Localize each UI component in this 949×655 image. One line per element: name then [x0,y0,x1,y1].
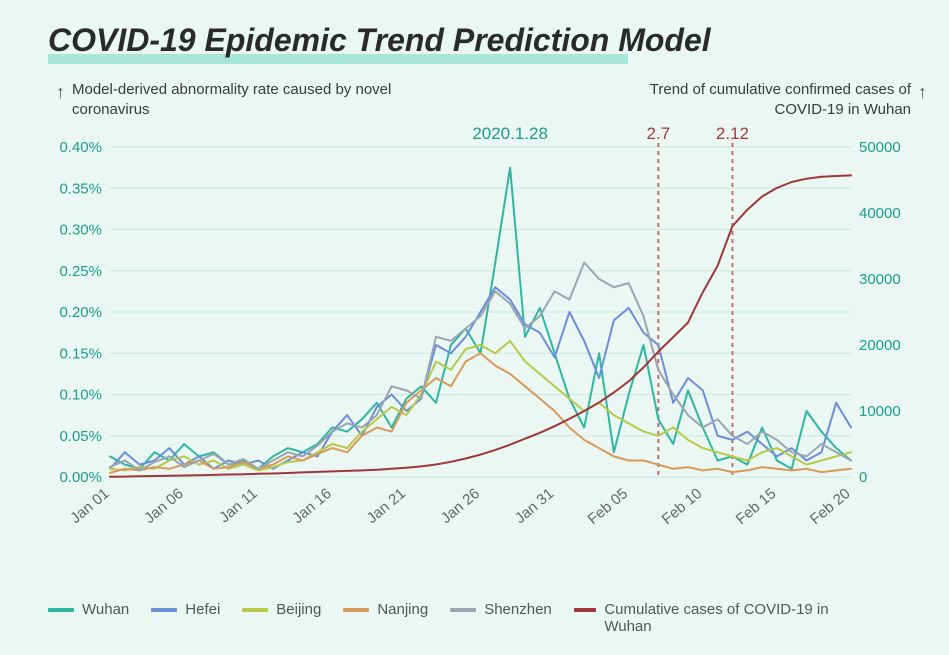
legend-swatch [574,608,597,612]
legend-label: Shenzhen [484,601,552,618]
y-left-tick: 0.40% [59,139,102,156]
x-tick: Feb 15 [733,485,780,528]
y-left-tick: 0.30% [59,222,102,239]
x-tick: Feb 20 [807,485,854,528]
legend-swatch [242,608,268,612]
legend-item: Cumulative cases of COVID-19 in Wuhan [574,601,844,635]
y-left-tick: 0.00% [59,469,102,486]
y-right-tick: 50000 [859,139,901,156]
legend: Wuhan Hefei Beijing Nanjing Shenzhen Cumulati… [48,601,919,635]
series-line [110,341,851,471]
y-left-tick: 0.05% [59,428,102,445]
legend-item: Nanjing [343,601,428,618]
legend-item: Wuhan [48,601,129,618]
y-right-tick: 0 [859,469,867,486]
x-tick: Jan 06 [141,485,186,527]
y-right-tick: 10000 [859,403,901,420]
legend-label: Hefei [185,601,220,618]
x-tick: Jan 31 [512,485,557,527]
x-tick: Feb 10 [659,485,706,528]
subtitle-right: Trend of cumulative confirmed cases of C… [611,80,911,119]
series-line [110,175,851,476]
legend-swatch [48,608,74,612]
arrow-up-right-icon: ↑ [918,82,927,103]
legend-label: Cumulative cases of COVID-19 in Wuhan [604,601,843,635]
series-line [110,168,851,469]
legend-label: Nanjing [377,601,428,618]
y-right-tick: 40000 [859,205,901,222]
y-left-tick: 0.20% [59,304,102,321]
x-tick: Jan 26 [438,485,483,527]
y-left-tick: 0.15% [59,345,102,362]
subtitle-left: Model-derived abnormality rate caused by… [72,80,392,119]
legend-label: Wuhan [82,601,129,618]
series-line [110,263,851,471]
x-tick: Jan 01 [67,485,112,527]
annotation-label: 2.12 [716,125,749,143]
legend-item: Shenzhen [450,601,552,618]
legend-swatch [151,608,177,612]
y-left-tick: 0.35% [59,180,102,197]
x-tick: Jan 11 [216,485,261,526]
chart-container: 0.00% 0.05% 0.10% 0.15% 0.20% 0.25% 0.30% 0.35%… [48,125,913,555]
y-right-tick: 30000 [859,271,901,288]
x-tick: Feb 05 [585,485,632,528]
x-tick: Jan 21 [364,485,409,527]
legend-swatch [450,608,476,612]
y-left-tick: 0.25% [59,263,102,280]
annotation-label: 2.7 [647,125,671,143]
legend-item: Hefei [151,601,220,618]
y-left-tick: 0.10% [59,387,102,404]
annotation-label: 2020.1.28 [472,125,548,143]
page-title: COVID-19 Epidemic Trend Prediction Model [48,22,711,59]
legend-label: Beijing [276,601,321,618]
legend-swatch [343,608,369,612]
chart-svg: 0.00% 0.05% 0.10% 0.15% 0.20% 0.25% 0.30% 0.35%… [48,125,913,555]
arrow-up-left-icon: ↑ [56,82,65,103]
y-right-tick: 20000 [859,337,901,354]
x-tick: Jan 16 [289,485,334,527]
legend-item: Beijing [242,601,321,618]
